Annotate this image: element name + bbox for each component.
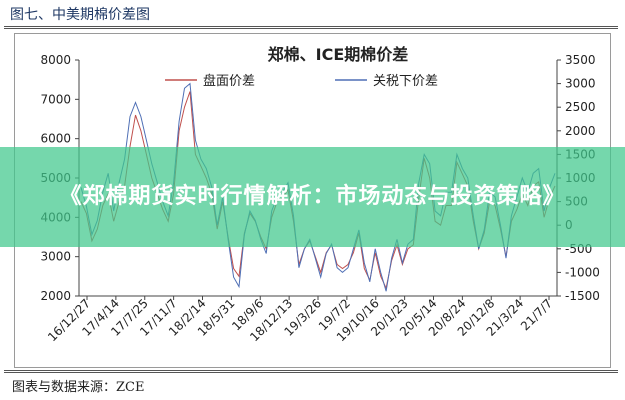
y-right-tick-label: 3500 <box>565 53 596 67</box>
y-left-tick-label: 8000 <box>40 53 71 67</box>
bottom-rule <box>4 370 618 371</box>
y-right-tick-label: 2000 <box>565 124 596 138</box>
legend-label-2: 关税下价差 <box>373 74 438 89</box>
top-rule-double <box>4 28 618 29</box>
chart-svg: 郑棉、ICE期棉价差2000300040005000600070008000-1… <box>40 45 600 344</box>
y-right-tick-label: 2500 <box>565 100 596 114</box>
x-tick-label: 21/7/7 <box>518 296 555 333</box>
y-left-tick-label: 2000 <box>40 289 71 303</box>
y-right-tick-label: -1500 <box>565 289 600 303</box>
headline-banner[interactable]: 《郑棉期货实时行情解析：市场动态与投资策略》 <box>0 147 625 247</box>
x-tick-label: 16/12/27 <box>45 296 93 344</box>
top-rule <box>4 26 618 27</box>
y-right-tick-label: 3000 <box>565 77 596 91</box>
source-note: 图表与数据来源：ZCE <box>12 380 145 395</box>
y-left-tick-label: 7000 <box>40 92 71 106</box>
y-left-tick-label: 6000 <box>40 132 71 146</box>
y-left-tick-label: 3000 <box>40 250 71 264</box>
chart-title: 郑棉、ICE期棉价差 <box>268 45 409 64</box>
figure-caption: 图七、中美期棉价差图 <box>10 7 150 23</box>
legend-label-1: 盘面价差 <box>203 73 255 89</box>
bottom-rule-double <box>4 372 618 373</box>
y-right-tick-label: -1000 <box>565 265 600 279</box>
headline-text[interactable]: 《郑棉期货实时行情解析：市场动态与投资策略》 <box>59 184 566 209</box>
